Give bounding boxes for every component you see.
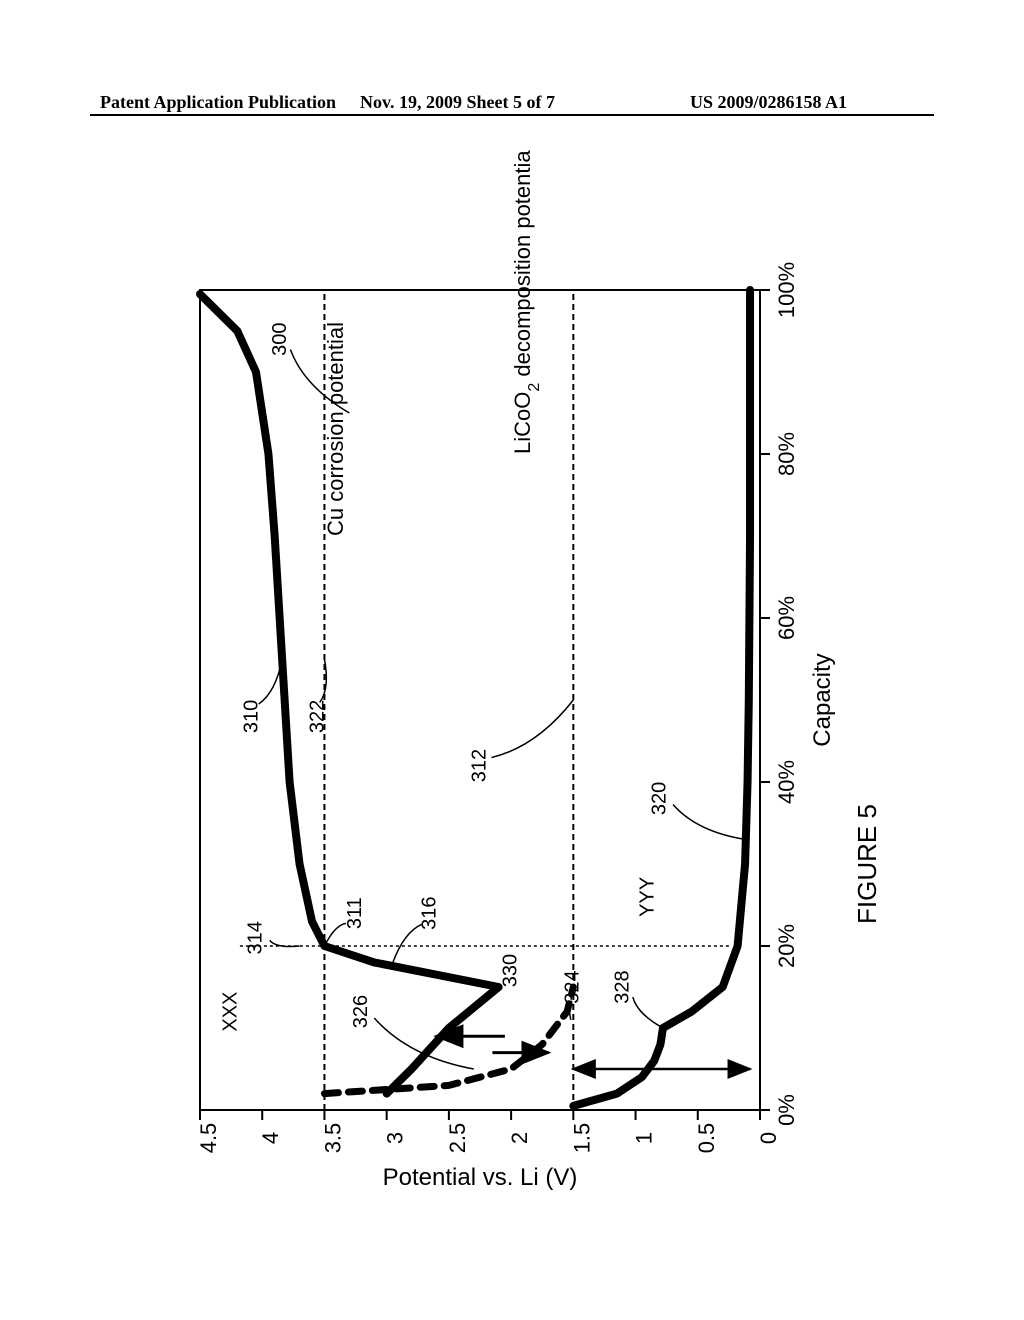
y-tick-label: 1.5 [569, 1123, 594, 1154]
leader-316 [393, 924, 422, 962]
annotation-300: 300 [269, 323, 291, 356]
x-tick-label: 80% [774, 432, 799, 476]
plot-group: 0%20%40%60%80%100%Capacity00.511.522.533… [196, 150, 882, 1191]
leader-320 [673, 805, 745, 840]
x-tick-label: 100% [774, 262, 799, 318]
annotation-XXX: XXX [219, 992, 241, 1032]
annotation-320: 320 [649, 782, 671, 815]
header-center: Nov. 19, 2009 Sheet 5 of 7 [360, 92, 555, 113]
leader-328 [633, 997, 663, 1028]
y-tick-label: 2 [507, 1132, 532, 1144]
annotation-322: 322 [307, 700, 329, 733]
annotation-312: 312 [468, 749, 490, 782]
y-tick-label: 3.5 [320, 1123, 345, 1154]
leader-326 [374, 1018, 474, 1069]
leader-312 [491, 700, 573, 758]
y-tick-label: 4 [258, 1132, 283, 1144]
header-left: Patent Application Publication [100, 92, 336, 113]
chart-svg: 0%20%40%60%80%100%Capacity00.511.522.533… [120, 150, 900, 1200]
annotation-328: 328 [611, 970, 633, 1003]
y-tick-label: 2.5 [445, 1123, 470, 1154]
curve-upper-solid [200, 294, 499, 1094]
header-right: US 2009/0286158 A1 [690, 92, 847, 113]
y-tick-label: 1 [632, 1132, 657, 1144]
curve-lower-solid [573, 290, 750, 1106]
figure-caption: FIGURE 5 [852, 804, 882, 924]
y-tick-label: 0 [756, 1132, 781, 1144]
annotation-YYY: YYY [636, 877, 658, 917]
leader-311 [324, 923, 345, 946]
leader-314 [270, 940, 300, 946]
y-tick-label: 3 [383, 1132, 408, 1144]
x-tick-label: 60% [774, 596, 799, 640]
y-tick-label: 4.5 [196, 1123, 221, 1154]
x-tick-label: 40% [774, 760, 799, 804]
annotation-330: 330 [499, 954, 521, 987]
annotation-324: 324 [562, 970, 584, 1003]
annotation-314: 314 [244, 921, 266, 954]
y-axis-label: Potential vs. Li (V) [383, 1164, 578, 1191]
x-axis-label: Capacity [809, 653, 836, 746]
x-tick-label: 0% [774, 1094, 799, 1126]
chart-area: 0%20%40%60%80%100%Capacity00.511.522.533… [120, 150, 900, 1200]
cu-corrosion-label: Cu corrosion potential [323, 322, 348, 536]
annotation-326: 326 [350, 995, 372, 1028]
annotation-311: 311 [344, 897, 366, 929]
licoo2-label: LiCoO2 decomposition potential [510, 150, 543, 454]
header-rule [90, 114, 934, 116]
annotation-310: 310 [241, 700, 263, 733]
x-tick-label: 20% [774, 924, 799, 968]
y-tick-label: 0.5 [694, 1123, 719, 1154]
